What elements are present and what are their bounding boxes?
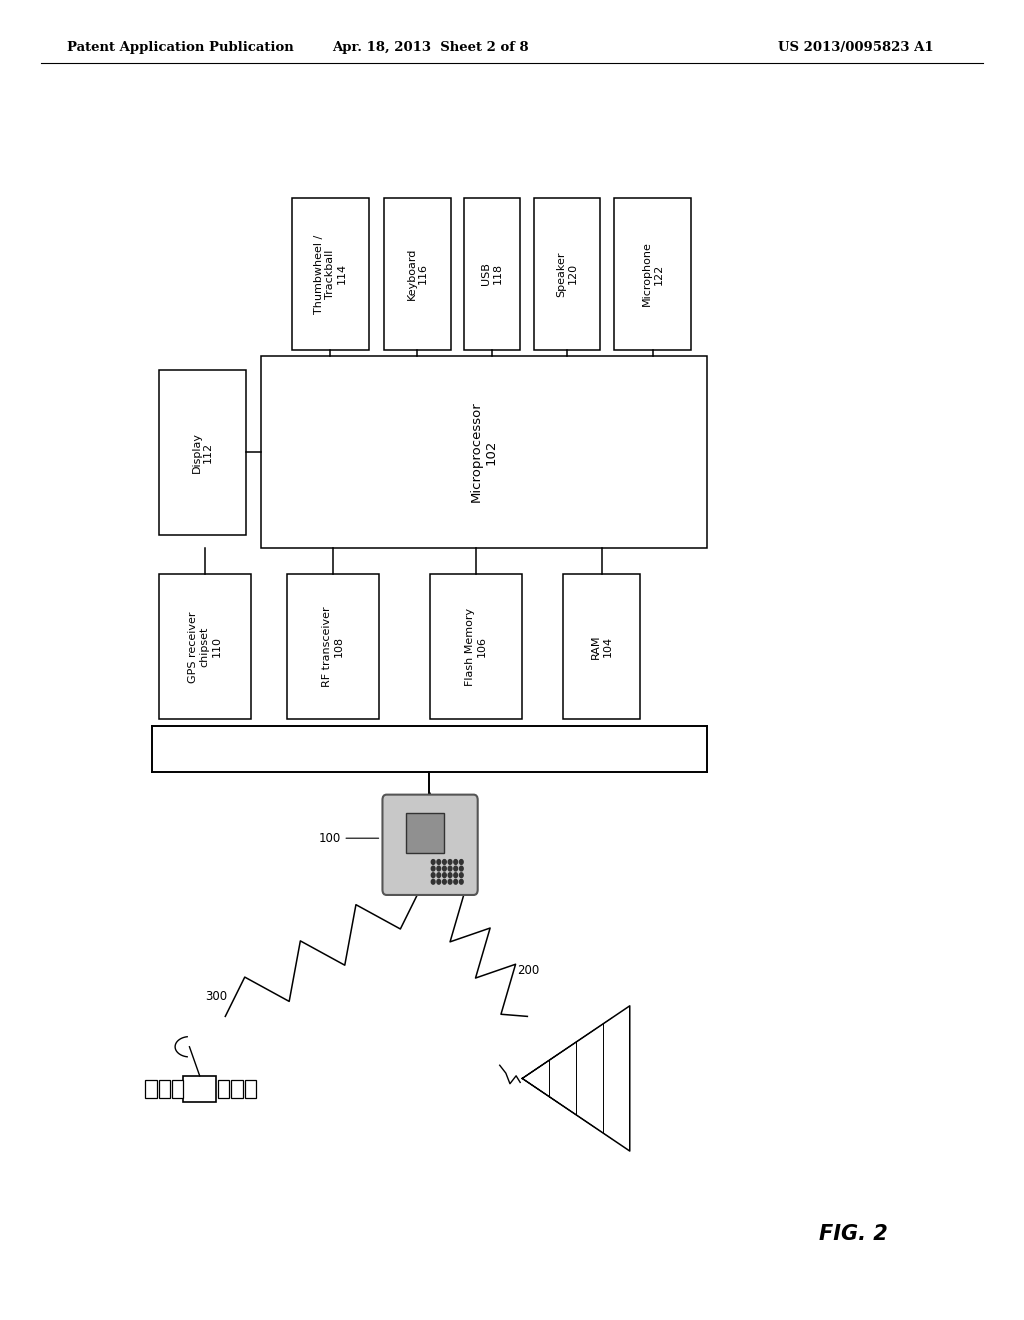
Bar (430, 574, 522, 719)
Circle shape (437, 873, 440, 878)
Text: GPS receiver
chipset
110: GPS receiver chipset 110 (188, 611, 221, 682)
Circle shape (449, 866, 452, 871)
Circle shape (442, 866, 446, 871)
Polygon shape (522, 1006, 630, 1151)
Circle shape (460, 866, 463, 871)
Text: Apr. 18, 2013  Sheet 2 of 8: Apr. 18, 2013 Sheet 2 of 8 (332, 41, 528, 54)
Bar (183, 1076, 216, 1102)
Text: USB
118: USB 118 (481, 263, 503, 285)
Circle shape (449, 859, 452, 865)
Text: 300: 300 (205, 990, 227, 1003)
Bar (614, 198, 691, 350)
Text: Thumbwheel /
Trackball
114: Thumbwheel / Trackball 114 (313, 234, 347, 314)
Bar (231, 1080, 243, 1098)
Bar (292, 198, 369, 350)
Circle shape (431, 866, 435, 871)
Text: RAM
104: RAM 104 (591, 635, 612, 659)
Text: Microprocessor
102: Microprocessor 102 (470, 401, 498, 503)
Circle shape (454, 879, 458, 884)
Circle shape (437, 866, 440, 871)
Circle shape (431, 879, 435, 884)
Bar (384, 198, 451, 350)
Circle shape (454, 866, 458, 871)
Text: Display
112: Display 112 (191, 432, 213, 473)
Bar (218, 1080, 229, 1098)
Circle shape (460, 859, 463, 865)
Circle shape (454, 859, 458, 865)
Circle shape (460, 879, 463, 884)
Circle shape (454, 873, 458, 878)
Text: RF transceiver
108: RF transceiver 108 (322, 606, 344, 688)
Circle shape (449, 879, 452, 884)
Text: Patent Application Publication: Patent Application Publication (67, 41, 293, 54)
Circle shape (449, 873, 452, 878)
Bar (145, 1080, 157, 1098)
Circle shape (442, 859, 446, 865)
Bar (159, 574, 251, 719)
Text: 200: 200 (517, 964, 540, 977)
Bar (534, 198, 600, 350)
Text: Flash Memory
106: Flash Memory 106 (465, 607, 487, 686)
Bar (159, 1080, 170, 1098)
FancyBboxPatch shape (383, 795, 477, 895)
Text: FIG. 2: FIG. 2 (819, 1224, 888, 1245)
Bar (172, 1080, 183, 1098)
Circle shape (460, 873, 463, 878)
Text: Speaker
120: Speaker 120 (556, 251, 578, 297)
Circle shape (431, 873, 435, 878)
Bar (245, 1080, 256, 1098)
Bar (159, 370, 246, 535)
Circle shape (431, 859, 435, 865)
Bar (406, 813, 444, 853)
Bar (287, 574, 379, 719)
Bar (464, 198, 520, 350)
Bar (261, 356, 707, 548)
Bar (563, 574, 640, 719)
Text: Microphone
122: Microphone 122 (642, 242, 664, 306)
Circle shape (437, 859, 440, 865)
Circle shape (442, 879, 446, 884)
Text: 100: 100 (318, 832, 379, 845)
Circle shape (442, 873, 446, 878)
Text: Keyboard
116: Keyboard 116 (407, 248, 428, 300)
Circle shape (437, 879, 440, 884)
Text: US 2013/0095823 A1: US 2013/0095823 A1 (778, 41, 934, 54)
